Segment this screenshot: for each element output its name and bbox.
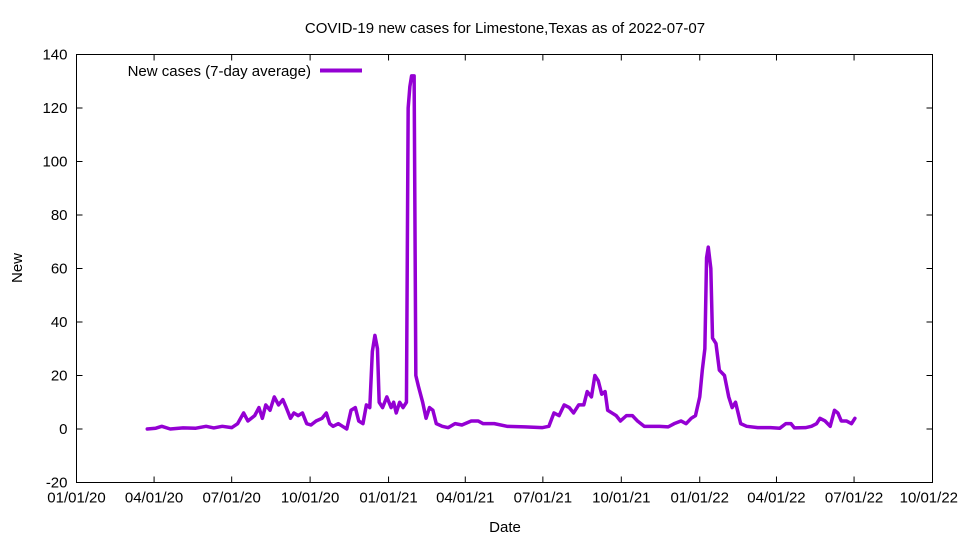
x-tick-label: 01/01/22: [671, 490, 729, 507]
x-tick-label: 07/01/22: [825, 490, 883, 507]
legend-label: New cases (7-day average): [128, 63, 311, 80]
y-axis: -20 0 20 40 60 80 100 120 140: [42, 47, 933, 492]
x-tick-label: 04/01/20: [125, 490, 183, 507]
y-tick-label: 40: [51, 314, 68, 331]
y-axis-label: New: [9, 253, 26, 283]
series-layer: [145, 74, 857, 431]
y-tick-label: 120: [42, 100, 67, 117]
x-tick-label: 07/01/21: [514, 490, 572, 507]
x-tick-label: 01/01/20: [47, 490, 105, 507]
legend: New cases (7-day average): [128, 63, 362, 80]
x-axis-label: Date: [489, 519, 521, 536]
x-tick-label: 04/01/21: [436, 490, 494, 507]
y-tick-label: 60: [51, 261, 68, 278]
x-tick-label: 07/01/20: [202, 490, 260, 507]
chart-title: COVID-19 new cases for Limestone,Texas a…: [305, 20, 705, 37]
plot-area: [76, 54, 933, 483]
y-tick-label: 100: [42, 154, 67, 171]
x-tick-label: 10/01/20: [281, 490, 339, 507]
x-tick-label: 10/01/22: [900, 490, 958, 507]
y-tick-label: 20: [51, 368, 68, 385]
series-line: [145, 74, 857, 431]
x-tick-label: 10/01/21: [592, 490, 650, 507]
x-tick-label: 01/01/21: [359, 490, 417, 507]
y-tick-label: 80: [51, 207, 68, 224]
x-tick-label: 04/01/22: [747, 490, 805, 507]
y-tick-label: 140: [42, 47, 67, 64]
y-tick-label: -20: [46, 475, 68, 492]
x-axis: 01/01/20 04/01/20 07/01/20 10/01/20 01/01/21…: [47, 54, 958, 507]
y-tick-label: 0: [59, 421, 67, 438]
